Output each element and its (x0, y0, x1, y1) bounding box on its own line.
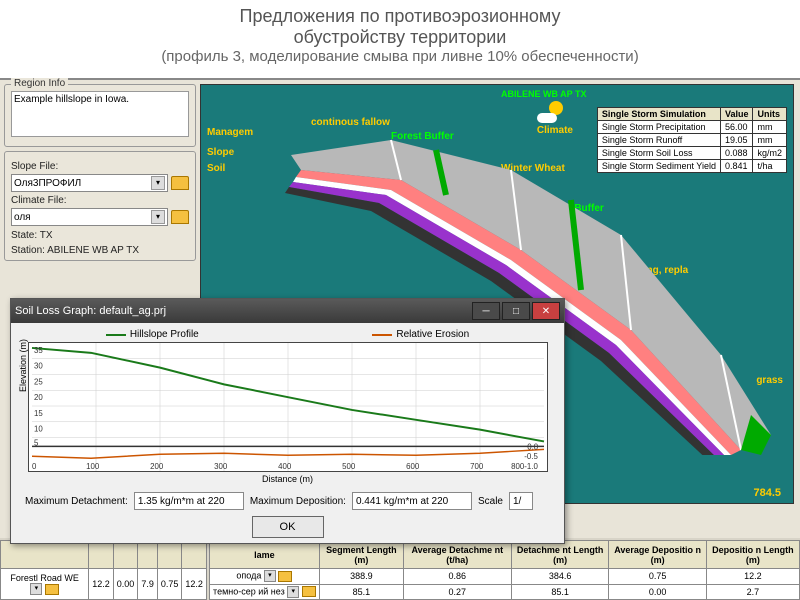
svg-text:200: 200 (150, 462, 164, 471)
slide-title: Предложения по противоэрозионному обустр… (0, 0, 800, 69)
max-detach-label: Maximum Detachment: (25, 496, 128, 507)
folder-icon (278, 571, 292, 582)
table-row: темно-сер ий нез ▾ 85.1 0.27 85.1 0.00 2… (209, 584, 799, 600)
svg-text:0.0: 0.0 (527, 442, 539, 451)
svg-text:700: 700 (470, 462, 484, 471)
station-text: Station: ABILENE WB AP TX (11, 245, 189, 256)
folder-icon (302, 586, 316, 597)
max-dep-label: Maximum Deposition: (250, 496, 346, 507)
legend-erosion: Relative Erosion (396, 329, 469, 340)
scale-label: Scale (478, 496, 503, 507)
title-line-2: обустройству территории (10, 27, 790, 48)
scale-value[interactable]: 1/ (509, 492, 533, 510)
slope-file-dropdown[interactable]: Оля3ПРОФИЛ ▾ (11, 174, 168, 192)
window-titlebar[interactable]: Soil Loss Graph: default_ag.prj ─ □ ✕ (11, 299, 564, 323)
slope-file-label: Slope File: (11, 161, 189, 172)
meters-value: 784.5 (753, 487, 781, 499)
soil-label[interactable]: Soil (207, 163, 225, 174)
max-dep-value[interactable]: 0.441 kg/m*m at 220 (352, 492, 472, 510)
region-info-group: Region Info Example hillslope in Iowa. (4, 84, 196, 147)
svg-text:100: 100 (86, 462, 100, 471)
folder-icon[interactable] (171, 210, 189, 224)
svg-text:-0.5: -0.5 (524, 452, 538, 461)
sim-th-0: Single Storm Simulation (597, 108, 720, 121)
climate-file-dropdown[interactable]: оля ▾ (11, 208, 168, 226)
svg-text:35: 35 (33, 346, 42, 355)
chevron-down-icon: ▾ (151, 176, 165, 190)
svg-text:800: 800 (511, 462, 525, 471)
simulation-results-table: Single Storm Simulation Value Units Sing… (597, 107, 787, 173)
title-line-3: (профиль 3, моделирование смыва при ливн… (10, 48, 790, 65)
right-data-table: lame Segment Length (m) Average Detachme… (209, 540, 800, 600)
svg-text:600: 600 (406, 462, 420, 471)
svg-text:0: 0 (32, 462, 37, 471)
station-label: ABILENE WB AP TX (501, 89, 587, 99)
ok-button[interactable]: OK (252, 516, 324, 538)
region-info-title: Region Info (11, 78, 68, 89)
svg-text:5: 5 (33, 438, 38, 447)
svg-text:10: 10 (33, 425, 42, 434)
soil-loss-chart: Elevation (m) 353025 201510 (28, 342, 548, 472)
file-group: Slope File: Оля3ПРОФИЛ ▾ Climate File: о… (4, 151, 196, 261)
left-data-table: Forestl Road WE ▾ 12.2 0.00 7.9 0.75 12.… (0, 540, 207, 600)
climate-file-value: оля (14, 212, 31, 223)
maximize-button[interactable]: □ (502, 302, 530, 320)
chevron-down-icon: ▾ (151, 210, 165, 224)
max-detach-value[interactable]: 1.35 kg/m*m at 220 (134, 492, 244, 510)
bottom-data-tables: Forestl Road WE ▾ 12.2 0.00 7.9 0.75 12.… (0, 538, 800, 600)
window-title: Soil Loss Graph: default_ag.prj (15, 305, 166, 317)
slope-label[interactable]: Slope (207, 147, 234, 158)
svg-text:25: 25 (33, 377, 42, 386)
sim-th-2: Units (753, 108, 787, 121)
climate-file-label: Climate File: (11, 195, 189, 206)
folder-icon[interactable] (171, 176, 189, 190)
svg-text:20: 20 (33, 393, 42, 402)
svg-text:-1.0: -1.0 (524, 462, 538, 471)
slope-file-value: Оля3ПРОФИЛ (14, 178, 81, 189)
soil-loss-graph-window: Soil Loss Graph: default_ag.prj ─ □ ✕ Hi… (10, 298, 565, 544)
folder-icon (45, 584, 59, 595)
region-info-textarea[interactable]: Example hillslope in Iowa. (11, 91, 189, 137)
table-row: опода ▾ 388.9 0.86 384.6 0.75 12.2 (209, 569, 799, 585)
sim-th-1: Value (720, 108, 753, 121)
management-label[interactable]: Managem (207, 127, 253, 138)
state-text: State: TX (11, 230, 189, 241)
y-axis-label: Elevation (m) (18, 339, 28, 392)
table-row: Forestl Road WE ▾ 12.2 0.00 7.9 0.75 12.… (1, 569, 207, 600)
legend-swatch-erosion (372, 334, 392, 336)
legend-profile: Hillslope Profile (130, 329, 199, 340)
svg-text:500: 500 (342, 462, 356, 471)
close-button[interactable]: ✕ (532, 302, 560, 320)
svg-text:300: 300 (214, 462, 228, 471)
title-line-1: Предложения по противоэрозионному (10, 6, 790, 27)
x-axis-label: Distance (m) (19, 474, 556, 484)
legend-swatch-profile (106, 334, 126, 336)
svg-text:15: 15 (33, 409, 42, 418)
svg-text:30: 30 (33, 362, 42, 371)
sidebar: Region Info Example hillslope in Iowa. S… (4, 84, 196, 265)
svg-text:400: 400 (278, 462, 292, 471)
minimize-button[interactable]: ─ (472, 302, 500, 320)
chart-legend: Hillslope Profile Relative Erosion (19, 329, 556, 340)
